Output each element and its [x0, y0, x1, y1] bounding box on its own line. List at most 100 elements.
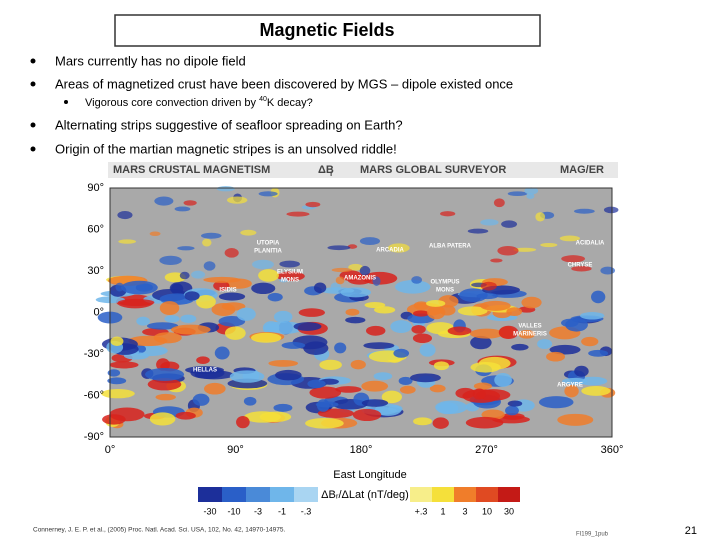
map-anomaly	[196, 356, 210, 364]
map-anomaly	[315, 401, 339, 408]
map-anomaly	[236, 307, 256, 321]
region-label: CHRYSE	[568, 263, 593, 269]
map-anomaly	[387, 243, 410, 253]
map-anomaly	[191, 270, 206, 279]
map-anomaly	[345, 316, 366, 324]
map-anomaly	[339, 270, 362, 281]
map-anomaly	[273, 310, 293, 323]
colorbar-swatch	[410, 487, 432, 502]
x-tick-label: 180°	[350, 444, 373, 456]
map-anomaly	[153, 332, 182, 344]
colorbar-label: -.3	[301, 506, 312, 516]
map-anomaly	[305, 201, 321, 208]
region-label: VALLES	[518, 324, 541, 330]
map-anomaly	[419, 343, 436, 357]
map-anomaly	[229, 370, 265, 383]
region-label: ISIDIS	[219, 288, 236, 294]
map-anomaly	[224, 326, 246, 340]
bullet-dot	[30, 81, 36, 87]
map-anomaly	[201, 232, 222, 239]
bullet-dot	[30, 146, 36, 152]
map-anomaly	[335, 386, 362, 393]
map-anomaly	[507, 400, 523, 407]
region-label: ELYSIUM	[277, 270, 303, 276]
y-tick-label: 90°	[87, 182, 104, 194]
map-anomaly	[218, 316, 246, 327]
map-anomaly	[494, 373, 512, 387]
y-tick-label: 0°	[93, 306, 104, 318]
map-anomaly	[156, 358, 170, 371]
y-tick-label: -90°	[84, 431, 104, 443]
map-anomaly	[348, 263, 363, 271]
map-anomaly	[407, 313, 435, 324]
bullet-dot	[30, 122, 36, 128]
map-anomaly	[267, 292, 283, 302]
bullet-dot	[30, 58, 36, 64]
map-anomaly	[334, 342, 347, 354]
map-anomaly	[365, 325, 386, 336]
region-label: ACIDALIA	[576, 241, 605, 247]
map-anomaly	[588, 349, 609, 357]
y-tick-label: 30°	[87, 265, 104, 277]
map-anomaly	[203, 276, 241, 283]
map-anomaly	[147, 378, 182, 391]
colorbar-label: +.3	[415, 506, 428, 516]
map-anomaly	[216, 186, 235, 192]
figure-id: FI199_1pub	[576, 532, 609, 538]
map-anomaly	[426, 300, 446, 307]
map-anomaly	[361, 380, 389, 392]
region-label: ALBA PATERA	[429, 244, 472, 250]
map-anomaly	[115, 282, 124, 292]
map-anomaly	[286, 211, 310, 217]
map-anomaly	[146, 322, 179, 330]
colorbar-label: -1	[278, 506, 286, 516]
y-tick-label: -60°	[84, 389, 104, 401]
map-anomaly	[180, 314, 197, 323]
map-anomaly	[250, 332, 282, 343]
map-anomaly	[350, 359, 366, 370]
y-tick-label: -30°	[84, 348, 104, 360]
map-anomaly	[498, 325, 519, 340]
map-anomaly	[427, 305, 446, 320]
map-anomaly	[373, 372, 393, 381]
map-anomaly	[359, 237, 381, 246]
map-anomaly	[279, 278, 289, 283]
map-anomaly	[511, 343, 529, 351]
map-anomaly	[497, 246, 519, 256]
colorbar-label: -10	[227, 506, 240, 516]
map-anomaly	[345, 308, 360, 316]
map-anomaly	[538, 396, 574, 409]
sub-bullet-text: Vigorous core convection driven by 40K d…	[85, 96, 313, 109]
map-anomaly	[109, 361, 139, 369]
map-anomaly	[107, 377, 127, 385]
region-label: MONS	[281, 278, 299, 284]
map-anomaly	[540, 242, 558, 248]
map-anomaly	[293, 322, 322, 331]
map-anomaly	[275, 369, 302, 381]
map-anomaly	[559, 235, 580, 242]
x-tick-label: 270°	[475, 444, 498, 456]
colorbar-swatch	[294, 487, 318, 502]
map-anomaly	[240, 229, 257, 236]
map-anomaly	[412, 333, 433, 343]
citation: Connerney, J. E. P. et al., (2005) Proc.…	[33, 527, 286, 534]
map-anomaly	[562, 377, 588, 385]
map-anomaly	[224, 248, 239, 258]
map-anomaly	[476, 292, 499, 300]
figure-header: ΔB	[318, 164, 334, 176]
map-anomaly	[426, 322, 455, 335]
map-anomaly	[101, 389, 135, 399]
map-anomaly	[317, 408, 354, 419]
map-anomaly	[298, 308, 325, 317]
map-anomaly	[469, 328, 504, 339]
map-anomaly	[429, 384, 446, 393]
map-anomaly	[136, 316, 150, 326]
map-anomaly	[214, 346, 230, 360]
colorbar-swatch	[454, 487, 476, 502]
bullet-text: Origin of the martian magnetic stripes i…	[55, 141, 397, 156]
map-anomaly	[313, 282, 327, 294]
map-anomaly	[279, 260, 300, 268]
map-anomaly	[398, 376, 413, 386]
map-anomaly	[390, 320, 412, 334]
map-anomaly	[457, 306, 488, 316]
